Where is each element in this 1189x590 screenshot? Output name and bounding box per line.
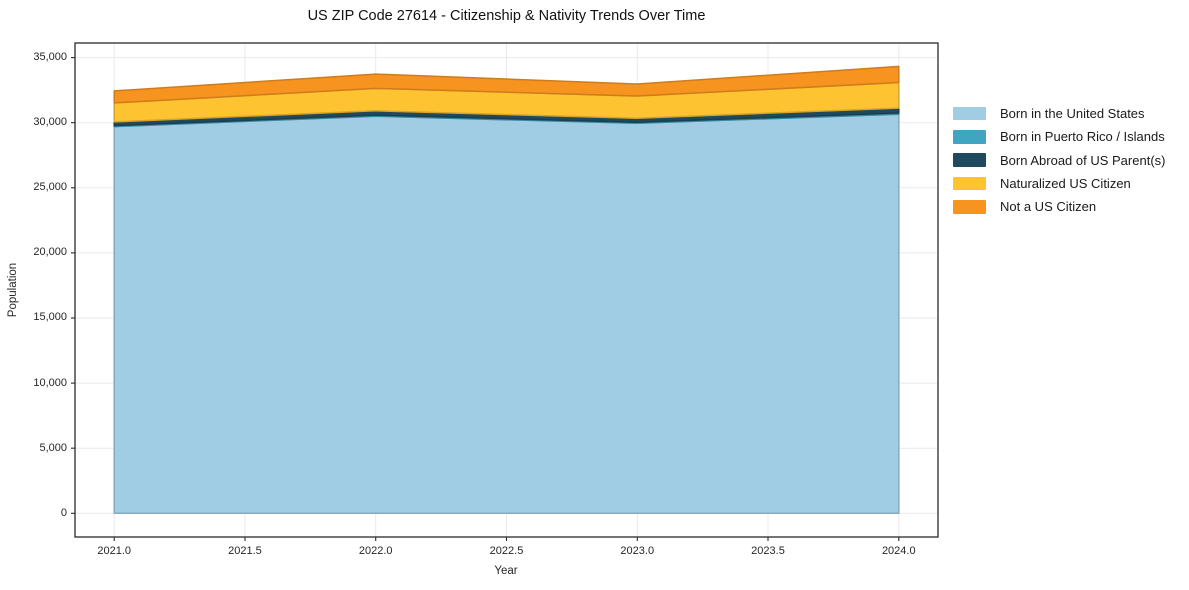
area-series-not-a-us-citizen bbox=[113, 65, 900, 104]
x-tick-label: 2021.5 bbox=[228, 545, 262, 557]
y-tick-label: 10,000 bbox=[33, 376, 67, 389]
area-series-born-in-the-united-states bbox=[113, 113, 900, 515]
y-tick-label: 30,000 bbox=[33, 116, 67, 129]
legend-swatch-icon bbox=[953, 106, 986, 121]
x-tick-label: 2023.5 bbox=[751, 545, 785, 557]
legend-swatch-icon bbox=[953, 130, 986, 144]
legend-label: Not a US Citizen bbox=[1000, 199, 1097, 215]
legend-label: Born in Puerto Rico / Islands bbox=[1000, 129, 1165, 145]
x-tick-label: 2024.0 bbox=[881, 545, 916, 557]
legend-item: Born in the United States bbox=[953, 102, 1165, 125]
y-tick-label: 15,000 bbox=[33, 311, 67, 324]
y-tick-label: 0 bbox=[60, 506, 67, 519]
x-tick-label: 2022.0 bbox=[358, 545, 393, 557]
x-tick-label: 2022.5 bbox=[489, 545, 524, 557]
legend-swatch-icon bbox=[953, 200, 986, 214]
x-axis-label: Year bbox=[494, 565, 518, 577]
legend-swatch-icon bbox=[953, 176, 986, 191]
y-tick-label: 35,000 bbox=[33, 51, 67, 64]
legend: Born in the United States Born in Puerto … bbox=[953, 102, 1165, 218]
legend-item: Born in Puerto Rico / Islands bbox=[953, 125, 1165, 148]
y-tick-label: 20,000 bbox=[33, 246, 67, 259]
y-tick-label: 5,000 bbox=[39, 441, 67, 454]
legend-item: Naturalized US Citizen bbox=[953, 172, 1165, 195]
legend-item: Not a US Citizen bbox=[953, 195, 1165, 218]
legend-label: Naturalized US Citizen bbox=[1000, 176, 1131, 192]
legend-label: Born in the United States bbox=[1000, 106, 1145, 122]
legend-swatch-icon bbox=[953, 153, 986, 167]
x-tick-label: 2021.0 bbox=[97, 545, 132, 557]
y-tick-label: 25,000 bbox=[33, 181, 67, 194]
x-tick-label: 2023.0 bbox=[620, 545, 655, 557]
y-axis-label: Population bbox=[7, 262, 19, 318]
legend-label: Born Abroad of US Parent(s) bbox=[1000, 152, 1166, 168]
legend-item: Born Abroad of US Parent(s) bbox=[953, 149, 1165, 172]
chart-title: US ZIP Code 27614 - Citizenship & Nativi… bbox=[307, 8, 706, 24]
